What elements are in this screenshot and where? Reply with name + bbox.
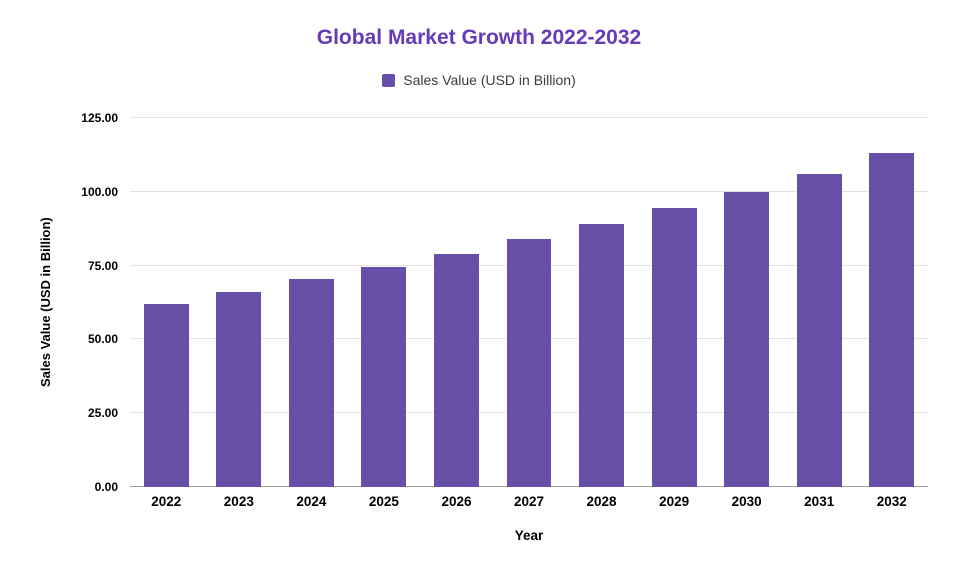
bar-2031	[796, 174, 842, 487]
x-tick-label: 2031	[804, 494, 835, 509]
bar-2030	[724, 191, 770, 487]
legend-swatch-icon	[382, 73, 396, 87]
bar-2022	[143, 303, 189, 487]
x-tick-label: 2025	[368, 494, 399, 509]
legend: Sales Value (USD in Billion)	[0, 72, 958, 88]
x-tick-label: 2028	[586, 494, 617, 509]
x-tick-label: 2029	[659, 494, 690, 509]
gridline	[130, 190, 928, 192]
plot-area	[130, 117, 928, 487]
gridline	[130, 117, 928, 118]
y-tick-label: 100.00	[81, 184, 118, 199]
bar-slot	[420, 118, 493, 487]
x-axis-tick-labels: 2022 2023 2024 2025 2026 2027 2028 2029 2030 2031…	[130, 494, 928, 509]
chart-title: Global Market Growth 2022-2032	[316, 26, 642, 49]
legend-label: Sales Value (USD in Billion)	[403, 72, 576, 88]
bar-slot	[783, 118, 856, 487]
bar-slot	[348, 118, 421, 487]
y-tick-label: 50.00	[87, 332, 118, 347]
bar-slot	[203, 118, 276, 487]
bar-slot	[565, 118, 638, 487]
x-tick-label: 2023	[223, 494, 254, 509]
bar-2028	[579, 224, 625, 487]
x-tick-label: 2027	[513, 494, 545, 509]
bar-series	[130, 118, 928, 487]
bar-2029	[651, 208, 697, 487]
x-tick-label: 2030	[731, 494, 762, 509]
bar-slot	[130, 118, 203, 487]
bar-slot	[275, 118, 348, 487]
bar-slot	[493, 118, 566, 487]
x-tick-label: 2024	[296, 494, 327, 509]
y-axis-tick-labels: 0.00 25.00 50.00 75.00 100.00 125.00	[0, 111, 118, 494]
bar-slot	[710, 118, 783, 487]
bar-2032	[869, 153, 915, 487]
x-tick-label: 2032	[876, 494, 907, 509]
x-tick-label: 2022	[151, 494, 182, 509]
bar-slot	[638, 118, 711, 487]
bar-2024	[288, 279, 334, 487]
y-tick-label: 125.00	[81, 111, 118, 125]
bar-2023	[216, 292, 262, 487]
x-tick-label: 2026	[441, 494, 472, 509]
y-tick-label: 75.00	[87, 258, 118, 273]
bar-2025	[361, 267, 407, 487]
y-tick-label: 0.00	[94, 480, 118, 494]
bar-2026	[433, 253, 479, 487]
x-axis-title: Year	[514, 528, 544, 543]
bar-2027	[506, 239, 552, 487]
y-tick-label: 25.00	[87, 406, 118, 421]
bar-slot	[855, 118, 928, 487]
